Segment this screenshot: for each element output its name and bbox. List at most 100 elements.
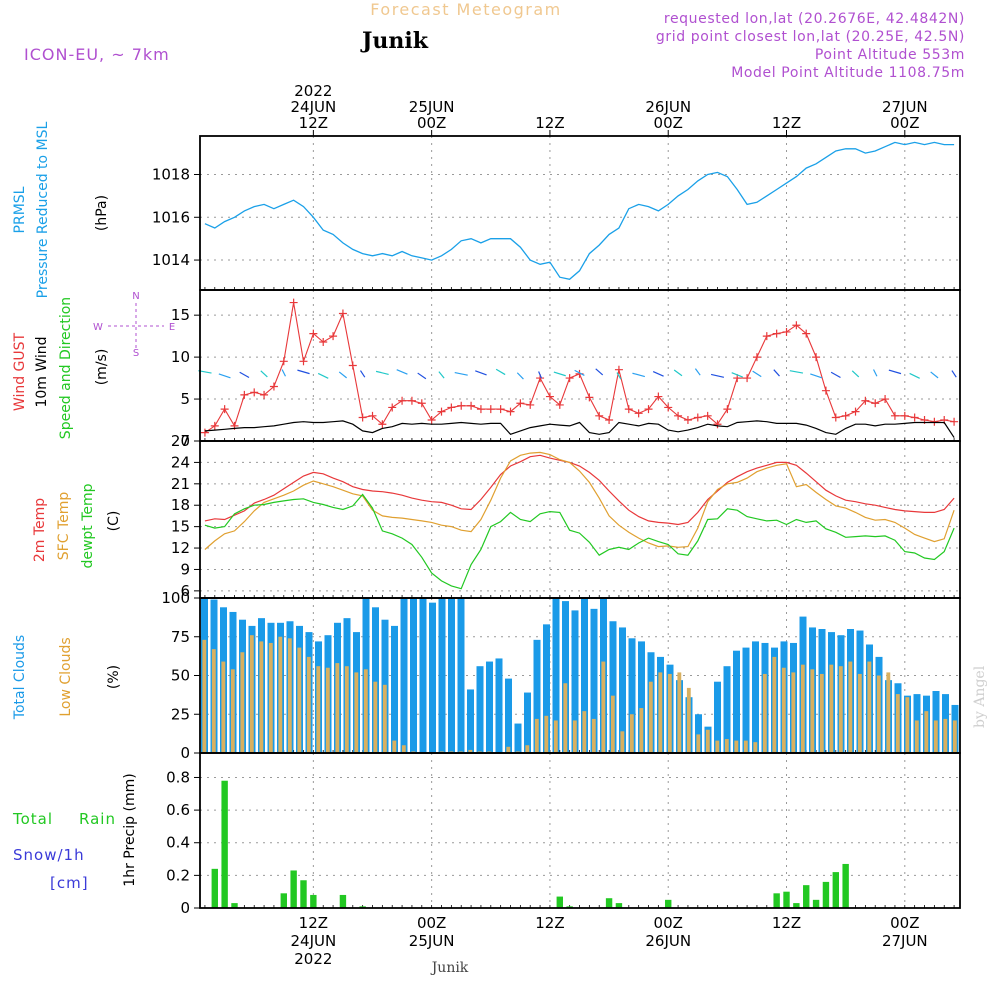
gust-marker: [595, 411, 604, 420]
low-cloud-bar: [781, 667, 786, 753]
gust-marker: [289, 298, 298, 307]
gust-marker: [279, 357, 288, 366]
gust-marker: [545, 392, 554, 401]
requested-coords: requested lon,lat (20.2676E, 42.4842N): [664, 11, 965, 27]
bottom-time-label: 24JUN: [290, 932, 336, 950]
temp-sfc-line: [204, 451, 955, 550]
model-label: ICON-EU, ~ 7km: [24, 45, 170, 64]
low-cloud-bar: [544, 715, 549, 753]
rain-bar: [211, 868, 218, 908]
rain-bar: [556, 896, 563, 908]
total-cloud-bar: [429, 602, 436, 753]
top-time-label: 25JUN: [409, 98, 455, 116]
wind-direction-arrow: [752, 370, 762, 378]
low-cloud-bar: [914, 720, 919, 753]
low-cloud-bar: [886, 672, 891, 753]
low-cloud-bar: [249, 635, 254, 753]
cloud-total-label: Total Clouds: [12, 635, 28, 720]
wind-direction-arrow: [495, 368, 506, 376]
precip-rain-label: Rain: [79, 810, 116, 828]
total-cloud-bar: [733, 650, 740, 753]
wind-direction-arrow: [317, 372, 329, 379]
top-time-label: 27JUN: [882, 98, 928, 116]
low-cloud-bar: [686, 687, 691, 753]
bottom-time-label: 12Z: [535, 914, 564, 932]
gust-marker: [802, 329, 811, 338]
wind-direction-arrow: [694, 368, 701, 376]
temp-ytick-label: 18: [171, 496, 190, 514]
total-cloud-bar: [372, 607, 379, 753]
total-cloud-bar: [752, 641, 759, 753]
total-cloud-bar: [533, 639, 541, 753]
wind-direction-arrow: [851, 370, 860, 378]
pressure-label-prmsl: PRMSL: [12, 186, 28, 233]
wind-gust-label: Wind GUST: [12, 332, 28, 411]
total-cloud-bar: [581, 598, 588, 753]
low-cloud-bar: [525, 745, 530, 753]
low-cloud-bar: [924, 711, 929, 753]
low-cloud-bar: [392, 740, 397, 753]
total-cloud-bar: [514, 723, 522, 753]
gust-marker: [752, 353, 761, 362]
low-cloud-bar: [724, 739, 729, 753]
low-cloud-bar: [696, 734, 701, 753]
compass-rose: N S W E: [93, 291, 175, 359]
top-time-label: 24JUN: [290, 98, 336, 116]
gust-marker: [851, 407, 860, 416]
total-cloud-bar: [391, 625, 398, 753]
low-cloud-bar: [202, 639, 207, 753]
wind-direction-arrow: [281, 369, 287, 377]
temp-dewpt-line: [204, 493, 955, 590]
wind-direction-arrow: [909, 372, 920, 379]
wind-ytick-label: 5: [180, 390, 190, 408]
total-cloud-bar: [628, 638, 636, 753]
top-time-label: 12Z: [299, 114, 328, 132]
gust-marker: [417, 399, 426, 408]
wind-direction-arrow: [888, 369, 902, 375]
precip-snow-label: Snow/1h: [13, 846, 85, 864]
low-cloud-bar: [382, 684, 387, 753]
wind-direction-arrow: [951, 370, 957, 378]
cloud-unit: (%): [106, 665, 122, 689]
gust-marker: [831, 413, 840, 422]
gust-marker: [467, 401, 476, 410]
pressure-ytick-label: 1016: [152, 208, 190, 226]
gust-marker: [555, 400, 564, 409]
wind-direction-arrow: [830, 371, 841, 379]
wind-direction-arrow: [731, 372, 743, 378]
chart-title: Forecast Meteogram: [370, 0, 561, 19]
low-cloud-bar: [287, 638, 292, 753]
total-cloud-bar: [562, 601, 569, 753]
rain-bar: [793, 903, 800, 908]
wind-direction-arrow: [673, 369, 683, 377]
total-cloud-bar: [524, 692, 531, 753]
compass-e: E: [169, 322, 175, 333]
low-cloud-bar: [240, 652, 245, 753]
watermark: by Angel: [972, 665, 988, 728]
pressure-frame: [199, 135, 961, 291]
gust-marker: [664, 403, 673, 412]
cloud-low-label: Low Clouds: [58, 637, 74, 716]
low-cloud-bar: [648, 681, 653, 753]
gust-marker: [654, 392, 663, 401]
pressure-ytick-label: 1018: [152, 166, 190, 184]
top-time-label: 00Z: [890, 114, 919, 132]
bottom-time-label: 00Z: [890, 914, 919, 932]
low-cloud-bar: [791, 672, 796, 753]
wind-direction-arrow: [810, 373, 823, 379]
low-cloud-bar: [848, 661, 853, 753]
point-altitude: Point Altitude 553m: [815, 47, 965, 63]
plot-layer: 1014101610180510156912151821242702550751…: [152, 82, 961, 968]
temp-ytick-label: 27: [171, 432, 190, 450]
temp-dewpt-label: dewpt Temp: [80, 483, 96, 568]
wind-direction-arrow: [475, 370, 487, 376]
gust-marker: [565, 374, 574, 383]
rain-bar: [822, 881, 830, 908]
rain-bar: [221, 780, 228, 908]
wind-direction-arrow: [773, 369, 780, 377]
low-cloud-bar: [943, 718, 948, 753]
total-cloud-bar: [609, 621, 617, 753]
gust-marker: [634, 409, 643, 418]
gust-marker: [792, 321, 801, 330]
rain-bar: [290, 870, 297, 908]
